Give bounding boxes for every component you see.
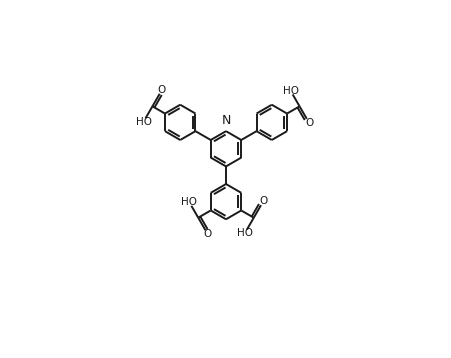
Text: HO: HO: [135, 117, 151, 127]
Text: HO: HO: [236, 228, 253, 238]
Text: O: O: [258, 196, 267, 206]
Text: HO: HO: [181, 197, 197, 207]
Text: O: O: [157, 85, 166, 95]
Text: O: O: [304, 118, 313, 128]
Text: N: N: [221, 114, 230, 127]
Text: HO: HO: [282, 86, 298, 96]
Text: O: O: [203, 229, 212, 239]
